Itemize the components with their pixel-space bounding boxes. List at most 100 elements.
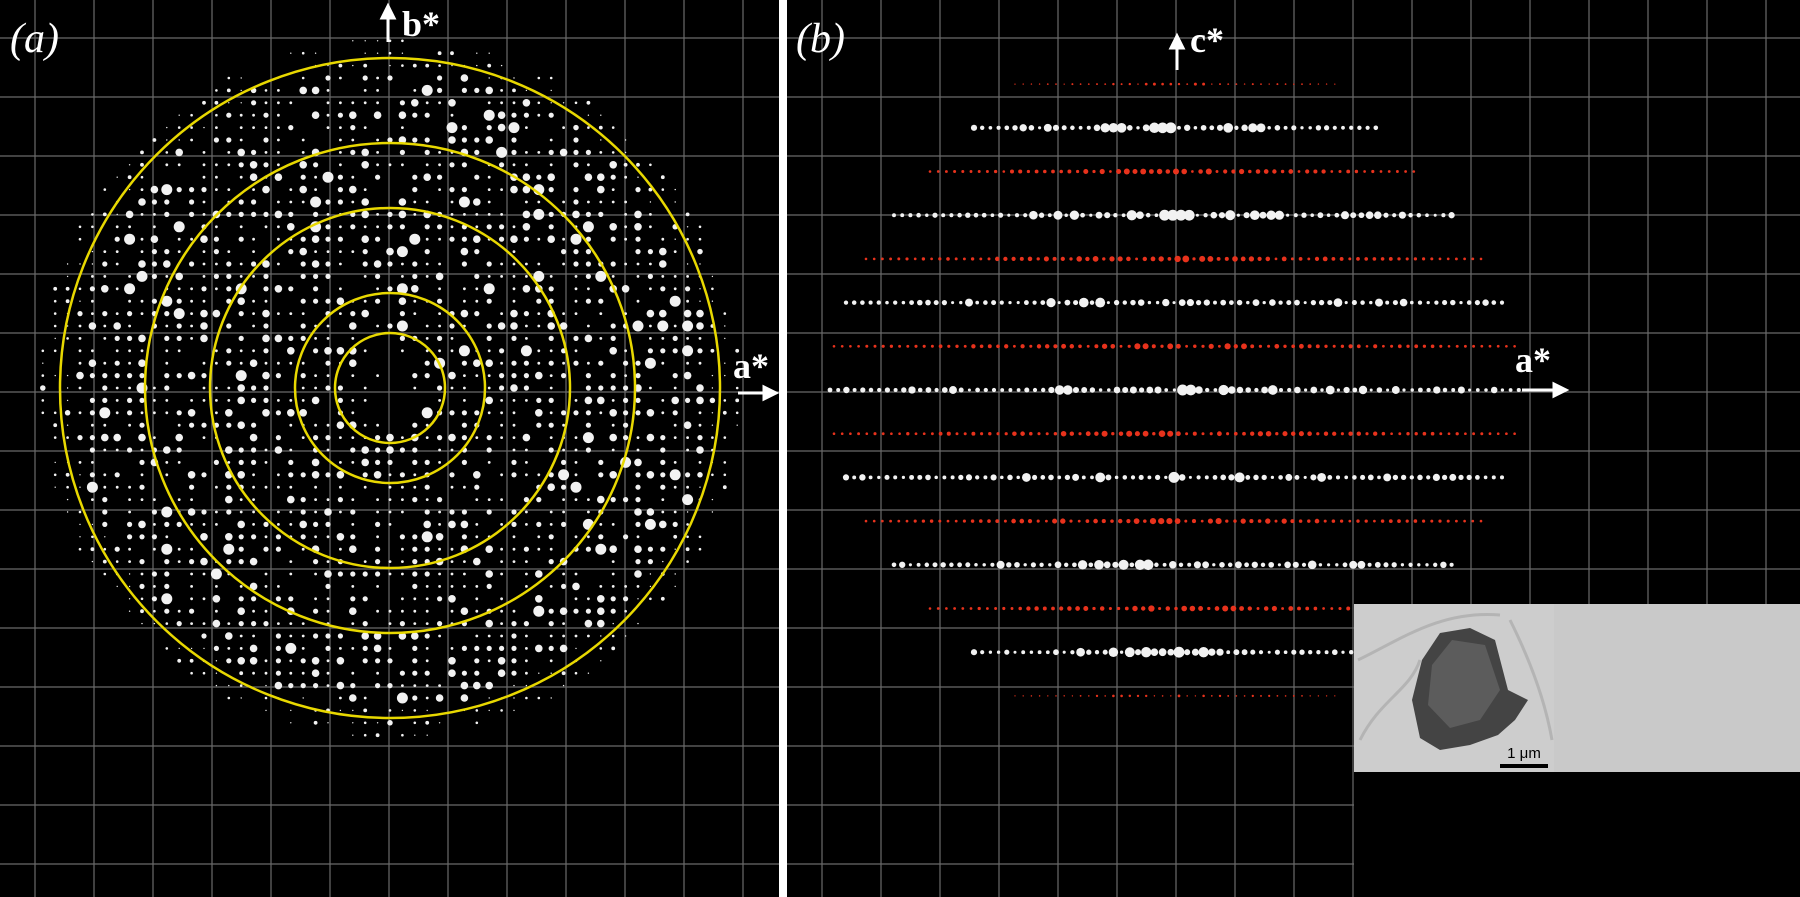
spot [388, 572, 392, 576]
spot [202, 100, 206, 105]
spot [461, 137, 467, 143]
spot [1148, 169, 1154, 174]
spot [1244, 562, 1249, 568]
spot [849, 344, 852, 348]
spot [190, 126, 193, 129]
spot [1113, 212, 1118, 218]
spot [1051, 606, 1055, 611]
spot [450, 200, 454, 204]
spot [300, 683, 306, 689]
spot [696, 396, 704, 405]
spot [1269, 299, 1276, 306]
spot [138, 433, 146, 442]
spot [325, 273, 331, 279]
spot [1041, 387, 1046, 393]
spot [388, 609, 392, 613]
spot [190, 299, 194, 303]
spot [1080, 212, 1085, 218]
spot [537, 535, 541, 539]
spot [525, 634, 528, 638]
spot [1162, 298, 1170, 307]
spot [339, 647, 342, 650]
spot [682, 345, 694, 357]
spot [1086, 125, 1091, 130]
spot [1034, 606, 1039, 611]
spot [128, 386, 132, 390]
spot [363, 63, 368, 68]
spot [683, 421, 692, 430]
spot [624, 139, 627, 141]
spot [1045, 519, 1048, 523]
spot [872, 519, 876, 523]
spot [313, 162, 319, 168]
spot [1242, 431, 1246, 436]
spot [1153, 695, 1156, 697]
spot [474, 311, 480, 317]
spot [351, 622, 355, 625]
spot [361, 632, 370, 640]
spot [710, 348, 715, 353]
spot [525, 473, 528, 477]
spot [375, 447, 381, 453]
spot [301, 312, 305, 315]
spot [1184, 124, 1191, 131]
spot [487, 386, 491, 390]
spot [1146, 386, 1154, 394]
spot [102, 559, 107, 564]
spot [337, 385, 343, 391]
spot [1480, 432, 1484, 436]
spot [585, 261, 592, 267]
spot [1178, 474, 1186, 481]
spot [946, 257, 950, 261]
spot [91, 250, 94, 253]
spot [203, 126, 205, 129]
spot [893, 475, 898, 480]
spot [598, 125, 603, 130]
spot [165, 275, 169, 278]
spot [1357, 560, 1366, 569]
spots-b [827, 82, 1521, 698]
spot [889, 257, 893, 261]
spot [322, 171, 334, 183]
spot [338, 63, 343, 68]
spot [1085, 256, 1090, 262]
spot [351, 498, 355, 501]
spot [674, 188, 676, 191]
spot [200, 235, 208, 243]
spot [401, 52, 404, 54]
spot [573, 249, 579, 255]
spot [988, 431, 992, 436]
spot [1392, 474, 1399, 481]
spot [1076, 647, 1085, 657]
spot [1201, 344, 1205, 348]
spot [990, 213, 995, 218]
spot [525, 163, 528, 167]
spot [600, 635, 602, 637]
spot [1212, 563, 1216, 567]
spot [1055, 695, 1057, 697]
spot [1147, 300, 1152, 305]
spot [375, 459, 381, 465]
spot [311, 396, 320, 405]
spot [398, 632, 407, 640]
spot [500, 64, 503, 67]
spot [438, 312, 441, 315]
spot [1253, 474, 1259, 481]
spot [485, 359, 494, 368]
spot [840, 344, 844, 348]
spot [450, 386, 454, 390]
spot [128, 275, 132, 278]
spot [227, 399, 231, 402]
spot [1233, 649, 1240, 656]
spot [387, 286, 393, 292]
spot [1321, 169, 1326, 174]
spot [711, 511, 714, 513]
spot [1019, 518, 1025, 524]
spot [916, 562, 921, 567]
spot [1030, 695, 1033, 697]
spot [548, 559, 554, 565]
spot [190, 312, 194, 315]
spot [1169, 561, 1177, 569]
spot [103, 572, 107, 576]
spot [239, 684, 243, 687]
